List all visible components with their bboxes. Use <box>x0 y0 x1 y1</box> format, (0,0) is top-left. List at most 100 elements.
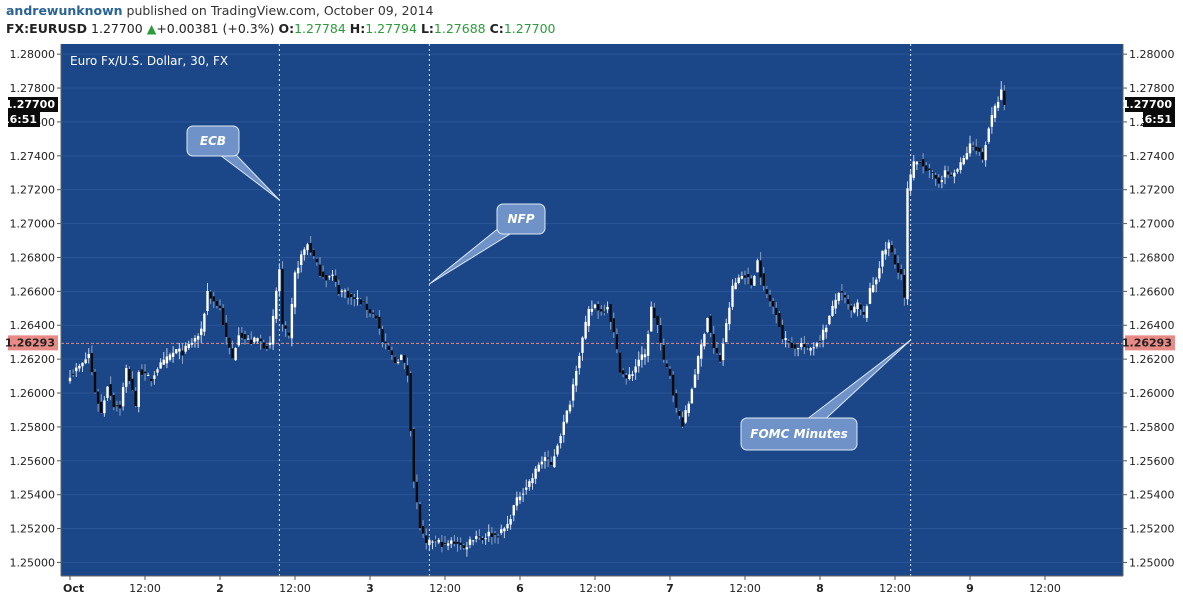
candle-body <box>287 332 290 336</box>
y-tick-label: 1.25400 <box>10 489 56 502</box>
candle-body <box>496 536 500 538</box>
candle-body <box>334 275 337 282</box>
candle-body <box>396 361 400 363</box>
candle-body <box>937 177 940 184</box>
candle-body <box>218 305 222 309</box>
candle-body <box>275 290 278 319</box>
candle-body <box>193 337 197 342</box>
high-value: 1.27794 <box>365 21 417 36</box>
candle-body <box>609 304 612 322</box>
candle-body <box>446 543 450 546</box>
candle-body <box>571 384 575 401</box>
candle-body <box>900 269 903 275</box>
x-tick-label: 7 <box>666 582 674 595</box>
ref-price-tag-left: 1.26293 <box>5 336 55 349</box>
candle-body <box>856 302 859 310</box>
y-tick-label: 1.26400 <box>1129 319 1175 332</box>
candle-body <box>165 356 169 364</box>
candle-body <box>934 174 937 179</box>
y-tick-label: 1.27000 <box>10 218 56 231</box>
candle-body <box>568 404 572 412</box>
y-tick-label: 1.26400 <box>10 319 56 332</box>
candle-body <box>834 299 837 309</box>
candle-body <box>871 285 875 293</box>
callout-fill <box>498 211 544 227</box>
candle-body <box>775 307 778 315</box>
candle-body <box>759 260 762 278</box>
candle-body <box>484 538 487 540</box>
candle-body <box>806 346 809 348</box>
callout-label: ECB <box>200 134 226 148</box>
candle-body <box>840 290 844 293</box>
chart-svg[interactable]: Euro Fx/U.S. Dollar, 30, FX ECB NFP FOMC M… <box>0 40 1183 605</box>
candle-body <box>750 278 753 286</box>
candle-body <box>196 335 200 340</box>
candle-body <box>303 249 306 255</box>
y-tick-label: 1.27200 <box>10 184 56 197</box>
candle-body <box>853 306 856 313</box>
candle-body <box>406 365 409 376</box>
close-label: C: <box>489 21 504 36</box>
candle-body <box>896 263 900 273</box>
change-value: +0.00381 (+0.3%) <box>156 21 275 36</box>
candle-body <box>440 541 444 548</box>
candle-body <box>578 355 581 369</box>
candle-body <box>978 147 981 152</box>
candle-body <box>734 282 737 290</box>
candle-body <box>565 410 569 423</box>
candle-body <box>531 478 534 484</box>
y-tick-label: 1.25200 <box>1129 523 1175 536</box>
candle-body <box>921 159 925 167</box>
callout-fill <box>188 133 238 149</box>
candle-body <box>912 161 915 178</box>
candle-body <box>846 299 850 305</box>
candle-body <box>562 421 565 435</box>
candle-body <box>706 317 709 332</box>
candle-body <box>768 294 772 302</box>
candle-body <box>656 315 659 325</box>
candle-body <box>309 242 312 253</box>
y-tick-label: 1.26800 <box>10 251 56 264</box>
candle-body <box>156 369 159 373</box>
candle-body <box>990 115 994 127</box>
candle-body <box>137 372 140 408</box>
x-tick-label: 12:00 <box>729 582 761 595</box>
candle-body <box>731 285 734 307</box>
candle-body <box>559 436 562 444</box>
candle-body <box>618 352 622 373</box>
candle-body <box>162 359 165 365</box>
candle-body <box>109 384 112 396</box>
candle-body <box>962 158 965 165</box>
candle-body <box>493 533 497 535</box>
candle-body <box>215 300 219 306</box>
candle-body <box>837 292 840 301</box>
candle-body <box>509 519 512 525</box>
candle-body <box>603 311 606 313</box>
candle-body <box>584 321 587 339</box>
candle-body <box>140 369 144 376</box>
y-tick-label: 1.26000 <box>1129 387 1175 400</box>
candle-body <box>909 174 912 191</box>
candle-body <box>809 348 812 351</box>
candle-body <box>250 339 253 345</box>
author-link[interactable]: andrewunknown <box>6 3 123 18</box>
y-tick-label: 1.26200 <box>1129 353 1175 366</box>
ref-price-tag-right: 1.26293 <box>1122 336 1172 349</box>
candle-body <box>234 348 237 361</box>
candle-body <box>503 528 506 532</box>
candle-body <box>87 353 90 359</box>
candle-body <box>78 365 81 369</box>
x-tick-label: 12:00 <box>129 582 161 595</box>
candle-body <box>459 542 462 546</box>
candle-body <box>315 258 319 263</box>
candle-body <box>490 533 494 538</box>
candle-body <box>403 354 406 363</box>
candle-body <box>115 405 119 407</box>
candle-body <box>575 370 578 386</box>
candle-body <box>968 143 972 154</box>
candle-body <box>528 481 531 487</box>
candle-body <box>243 334 247 340</box>
candle-body <box>428 539 431 546</box>
candle-body <box>475 536 478 539</box>
candle-body <box>212 296 215 302</box>
